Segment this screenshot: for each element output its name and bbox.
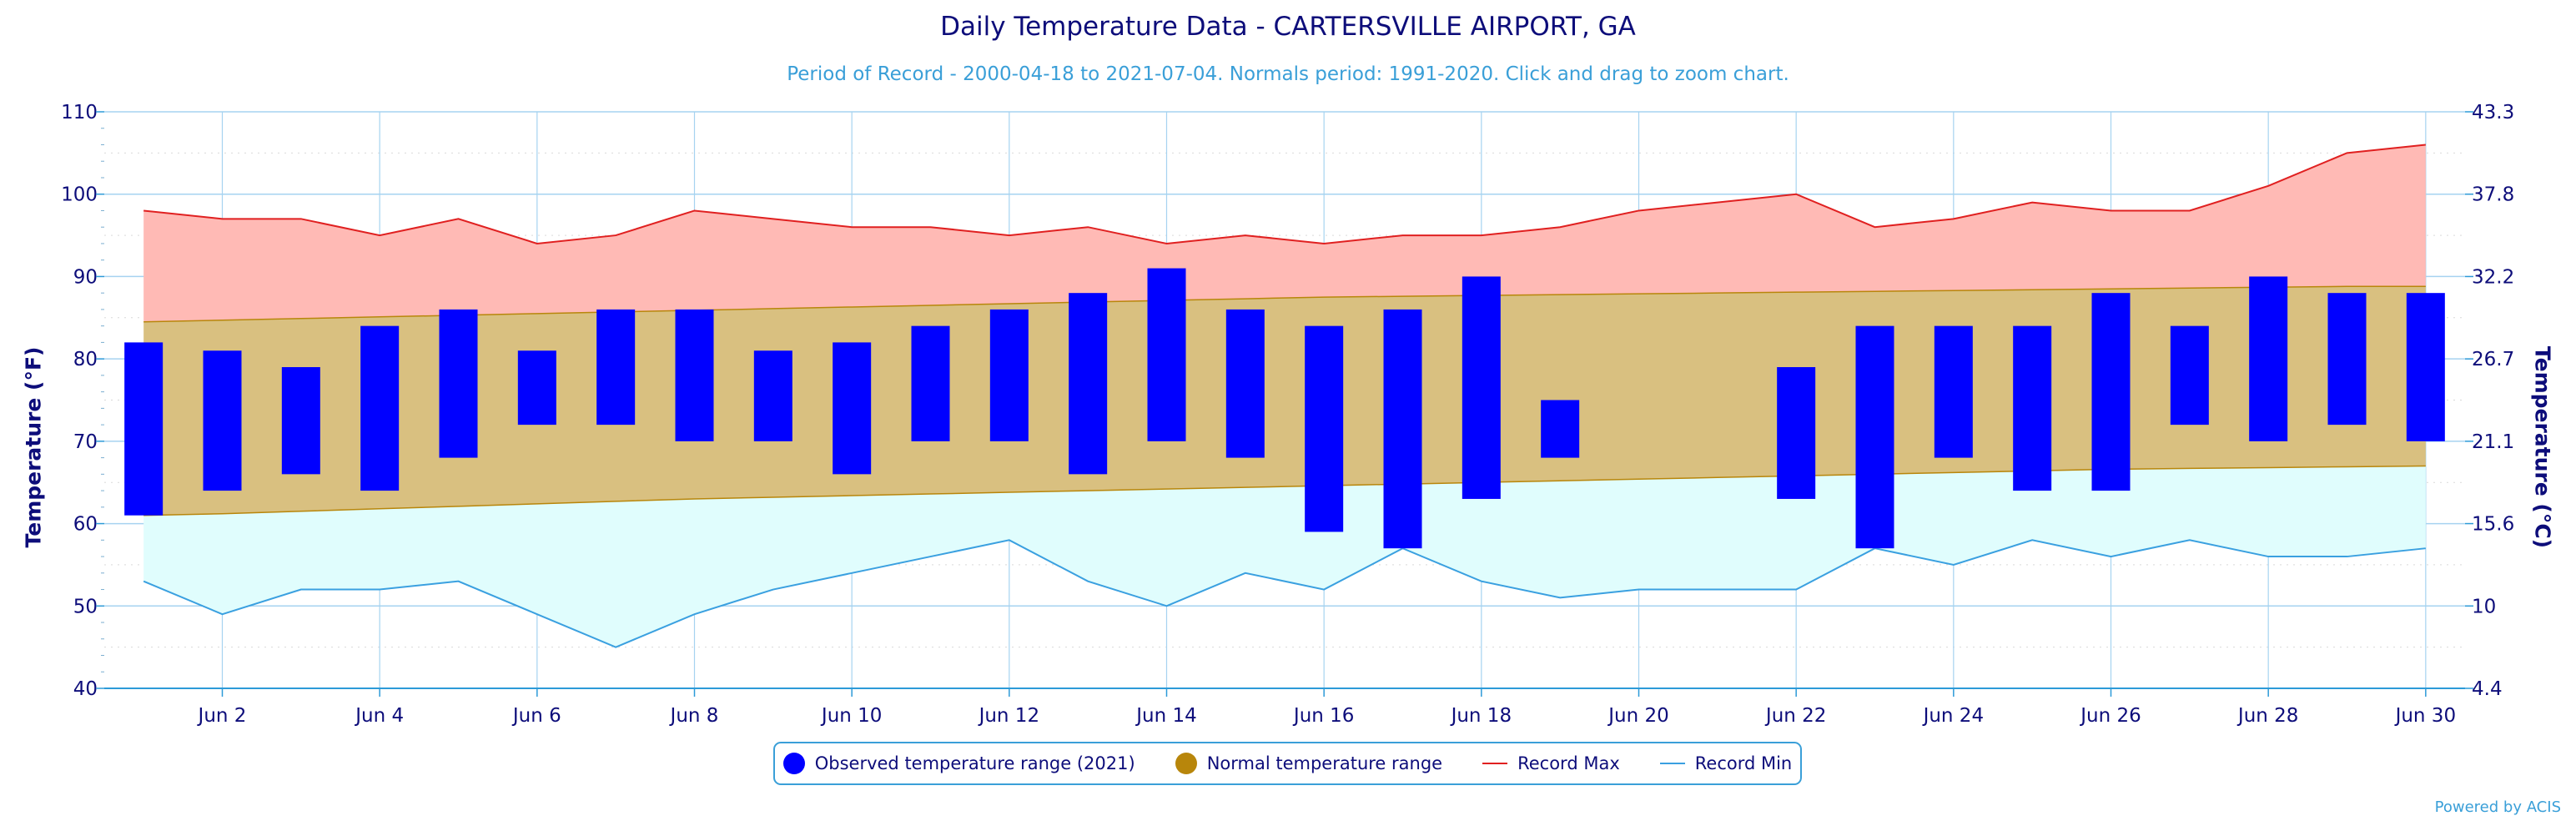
legend-item-record-min[interactable]: Record Min (1659, 753, 1793, 773)
legend-item-observed[interactable]: Observed temperature range (2021) (782, 753, 1135, 774)
observed-bar[interactable] (596, 309, 636, 426)
legend: Observed temperature range (2021) Normal… (773, 742, 1802, 785)
observed-bar[interactable] (2327, 293, 2367, 426)
observed-bar[interactable] (1305, 325, 1344, 532)
x-tick-label: Jun 16 (1292, 705, 1355, 727)
observed-bar[interactable] (439, 309, 478, 458)
y-right-tick-label: 15.6 (2472, 514, 2514, 536)
y-tick-label: 70 (73, 431, 98, 453)
y-tick-label: 80 (73, 349, 98, 370)
observed-bar[interactable] (1777, 367, 1816, 499)
record-max-area (143, 144, 2426, 322)
x-tick-label: Jun 30 (2394, 705, 2457, 727)
x-tick-label: Jun 18 (1450, 705, 1512, 727)
normal-range-area (143, 286, 2426, 516)
y-axis-title-right: Temperature (°C) (2530, 345, 2555, 549)
observed-bar[interactable] (2170, 325, 2209, 426)
y-tick-label: 100 (61, 184, 98, 206)
chart-title: Daily Temperature Data - CARTERSVILLE AI… (940, 12, 1636, 42)
x-tick-label: Jun 26 (2079, 705, 2141, 727)
observed-bar[interactable] (2013, 325, 2052, 491)
x-tick-label: Jun 28 (2236, 705, 2299, 727)
observed-bar[interactable] (753, 350, 792, 441)
observed-bar[interactable] (517, 350, 556, 426)
observed-bar[interactable] (281, 367, 320, 475)
x-tick-label: Jun 24 (1922, 705, 1985, 727)
observed-bar[interactable] (1383, 309, 1422, 549)
observed-bar[interactable] (203, 350, 242, 491)
legend-observed-label: Observed temperature range (2021) (814, 753, 1135, 773)
observed-bar[interactable] (2406, 293, 2445, 441)
observed-bar[interactable] (1855, 325, 1894, 549)
observed-bar[interactable] (1541, 400, 1580, 458)
observed-bar[interactable] (911, 325, 950, 441)
legend-record-min-marker (1659, 763, 1685, 764)
record-min-area (143, 466, 2426, 647)
x-tick-label: Jun 10 (820, 705, 883, 727)
legend-observed-marker (782, 753, 805, 774)
x-tick-label: Jun 6 (511, 705, 561, 727)
legend-item-normal[interactable]: Normal temperature range (1175, 753, 1442, 774)
observed-bar[interactable] (675, 309, 714, 441)
observed-bar[interactable] (360, 325, 400, 491)
y-right-tick-label: 37.8 (2472, 184, 2514, 206)
x-tick-label: Jun 20 (1607, 705, 1669, 727)
y-right-tick-label: 32.2 (2472, 266, 2514, 288)
observed-bar[interactable] (2091, 293, 2131, 491)
record-min-line (143, 539, 2426, 648)
observed-bar[interactable] (1069, 293, 1108, 475)
observed-bar[interactable] (2249, 276, 2288, 441)
y-tick-label: 90 (73, 266, 98, 288)
legend-normal-marker (1175, 753, 1197, 774)
legend-normal-label: Normal temperature range (1206, 753, 1443, 773)
x-tick-label: Jun 4 (354, 705, 404, 727)
y-right-tick-label: 26.7 (2472, 349, 2514, 370)
observed-bar[interactable] (124, 342, 164, 516)
x-tick-label: Jun 12 (978, 705, 1040, 727)
x-tick-label: Jun 22 (1764, 705, 1827, 727)
record-max-line (143, 144, 2426, 244)
legend-record-max-marker (1482, 763, 1508, 764)
y-right-tick-label: 43.3 (2472, 102, 2514, 123)
chart-subtitle: Period of Record - 2000-04-18 to 2021-07… (787, 63, 1789, 85)
observed-bar[interactable] (989, 309, 1029, 441)
legend-item-record-max[interactable]: Record Max (1482, 753, 1620, 773)
legend-record-max-label: Record Max (1517, 753, 1620, 773)
y-tick-label: 40 (73, 678, 98, 700)
y-axis-title-left: Temperature (°F) (21, 346, 46, 548)
y-right-tick-label: 4.4 (2472, 678, 2503, 700)
x-tick-label: Jun 8 (669, 705, 719, 727)
normal-high-line (143, 285, 2426, 323)
observed-bar[interactable] (1147, 268, 1186, 441)
y-right-tick-label: 10 (2472, 596, 2496, 617)
y-tick-label: 50 (73, 596, 98, 617)
legend-record-min-label: Record Min (1694, 753, 1793, 773)
y-right-tick-label: 21.1 (2472, 431, 2514, 453)
credits-link[interactable]: Powered by ACIS (2434, 798, 2561, 816)
observed-bar[interactable] (1462, 276, 1501, 499)
x-tick-label: Jun 14 (1135, 705, 1197, 727)
y-tick-label: 60 (73, 514, 98, 536)
x-tick-label: Jun 2 (197, 705, 247, 727)
y-tick-label: 110 (61, 102, 98, 123)
observed-bar[interactable] (1225, 309, 1265, 458)
observed-bar[interactable] (833, 342, 872, 475)
observed-bar[interactable] (1934, 325, 1973, 458)
